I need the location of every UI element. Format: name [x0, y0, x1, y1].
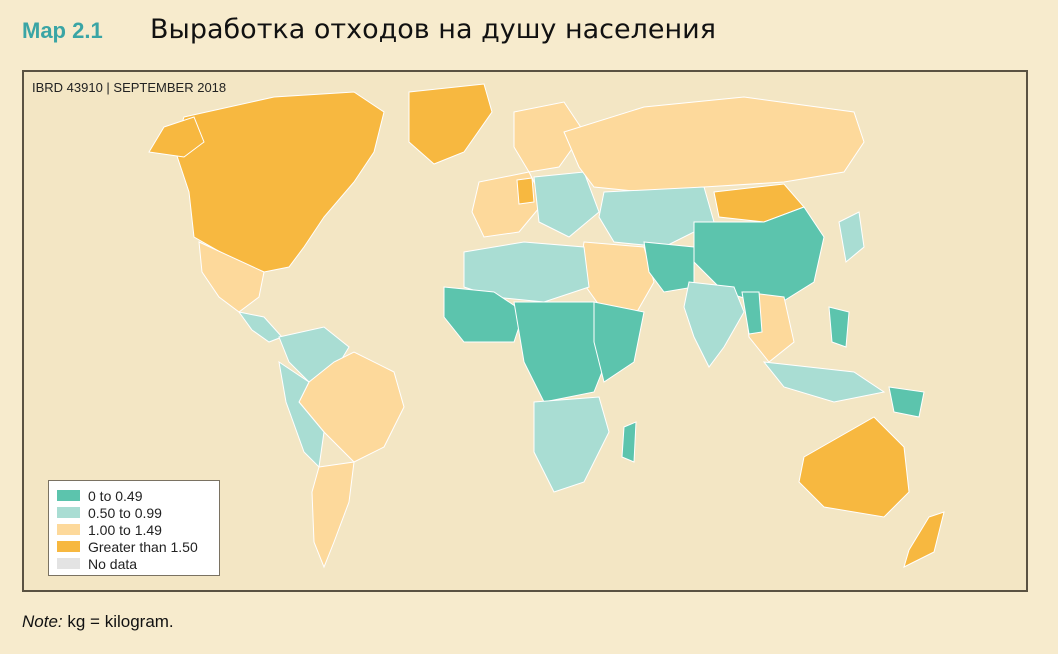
region-madagascar: [621, 421, 637, 463]
region-china: [693, 206, 825, 308]
region-myanmar: [741, 291, 763, 335]
legend-label: 0.50 to 0.99: [88, 504, 162, 521]
region-alaska: [148, 116, 205, 158]
legend-swatch: [57, 507, 80, 518]
legend-label: 0 to 0.49: [88, 487, 143, 504]
region-greenland: [408, 83, 493, 165]
region-germany: [516, 177, 535, 205]
legend-item: 0.50 to 0.99: [57, 504, 211, 521]
region-west-africa: [443, 286, 525, 343]
legend-swatch: [57, 558, 80, 569]
region-europe-north: [513, 101, 585, 173]
region-papua: [888, 386, 925, 418]
region-russia: [563, 96, 865, 193]
map-number-label: Map 2.1: [22, 18, 103, 43]
legend-swatch: [57, 541, 80, 552]
legend-label: Greater than 1.50: [88, 538, 198, 555]
region-india: [683, 281, 745, 368]
map-legend: 0 to 0.49 0.50 to 0.99 1.00 to 1.49 Grea…: [48, 480, 220, 576]
region-philippines: [828, 306, 850, 348]
region-australia: [798, 416, 910, 518]
header: Map 2.1 Выработка отходов на душу населе…: [22, 14, 716, 45]
region-iran-pakistan: [643, 241, 695, 293]
legend-swatch: [57, 524, 80, 535]
legend-label: 1.00 to 1.49: [88, 521, 162, 538]
legend-item: 0 to 0.49: [57, 487, 211, 504]
region-new-zealand: [903, 511, 945, 568]
region-south-america-west: [278, 360, 325, 469]
region-central-america: [237, 311, 283, 343]
footnote-prefix: Note:: [22, 612, 63, 631]
legend-swatch: [57, 490, 80, 501]
region-japan: [838, 211, 865, 263]
world-map: IBRD 43910 | SEPTEMBER 2018: [22, 70, 1028, 592]
legend-item: Greater than 1.50: [57, 538, 211, 555]
region-indonesia: [762, 361, 886, 403]
footnote-text: kg = kilogram.: [62, 612, 174, 631]
world-map-svg: [148, 83, 945, 569]
legend-label: No data: [88, 555, 138, 572]
legend-item: 1.00 to 1.49: [57, 521, 211, 538]
region-north-africa: [463, 241, 590, 303]
region-north-america: [173, 91, 385, 273]
map-id-text: IBRD 43910 | SEPTEMBER 2018: [32, 80, 227, 95]
region-southern-africa: [533, 396, 610, 493]
legend-item: No data: [57, 555, 211, 572]
footnote: Note: kg = kilogram.: [22, 612, 174, 632]
region-europe-west: [471, 171, 545, 238]
map-title: Выработка отходов на душу населения: [150, 14, 716, 45]
region-east-africa: [593, 301, 645, 383]
region-south-america-south: [311, 461, 355, 569]
region-europe-east: [533, 171, 600, 238]
